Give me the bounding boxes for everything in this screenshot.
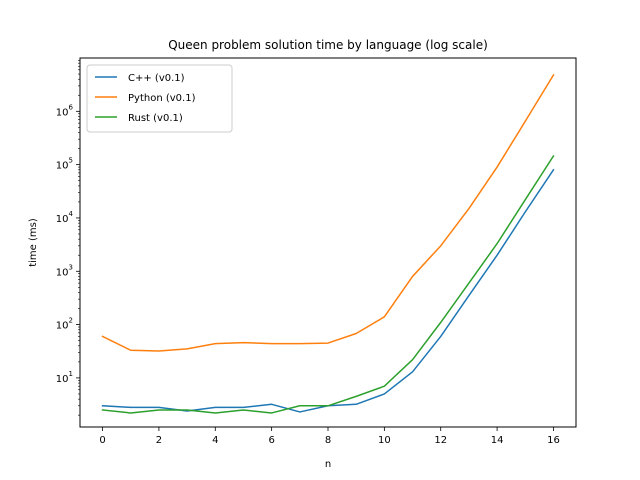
series-line-1 (101, 73, 555, 352)
x-tick-label: 12 (434, 435, 447, 446)
x-tick-label: 10 (378, 435, 391, 446)
x-tick-label: 4 (212, 435, 218, 446)
series-line-2 (101, 154, 555, 414)
plot-lines (101, 73, 555, 414)
y-tick-label: 101 (56, 370, 73, 385)
x-tick-label: 6 (268, 435, 274, 446)
chart-title: Queen problem solution time by language … (168, 38, 488, 52)
y-tick-label: 102 (56, 317, 73, 332)
series-line-0 (101, 168, 555, 413)
x-tick-label: 8 (325, 435, 331, 446)
y-axis-ticks: 101 102 103 104 105 106 (56, 60, 80, 416)
legend-box (86, 64, 233, 133)
y-tick-label: 103 (56, 263, 73, 278)
x-tick-label: 0 (99, 435, 105, 446)
legend-label-2: Rust (v0.1) (128, 113, 183, 124)
legend: C++ (v0.1) Python (v0.1) Rust (v0.1) (86, 64, 233, 133)
legend-label-1: Python (v0.1) (128, 93, 196, 104)
x-axis-label: n (325, 459, 331, 470)
y-axis-label: time (ms) (28, 218, 39, 267)
y-tick-label: 104 (56, 210, 74, 225)
x-tick-label: 14 (491, 435, 504, 446)
y-tick-label: 106 (56, 103, 74, 118)
legend-label-0: C++ (v0.1) (128, 73, 185, 84)
x-tick-label: 2 (156, 435, 162, 446)
x-axis-ticks: 0 2 4 6 8 10 12 14 16 (99, 427, 560, 446)
x-tick-label: 16 (547, 435, 560, 446)
y-tick-label: 105 (56, 157, 73, 172)
